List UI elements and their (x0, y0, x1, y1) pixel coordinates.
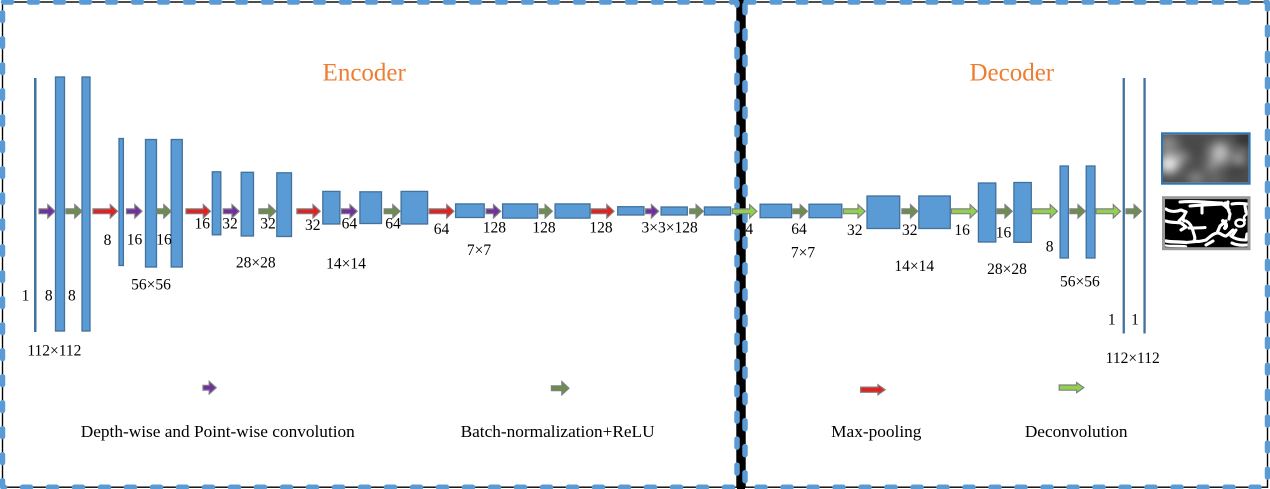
svg-text:16: 16 (195, 216, 211, 233)
svg-text:8: 8 (104, 232, 112, 249)
svg-text:32: 32 (260, 216, 276, 233)
svg-text:56×56: 56×56 (131, 277, 171, 294)
svg-text:16: 16 (996, 225, 1012, 242)
svg-text:128: 128 (589, 220, 613, 237)
svg-text:64: 64 (385, 216, 401, 233)
svg-text:Max-pooling: Max-pooling (831, 422, 922, 441)
svg-text:1: 1 (22, 288, 30, 305)
svg-text:8: 8 (68, 288, 76, 305)
svg-text:Encoder: Encoder (323, 60, 407, 87)
svg-text:32: 32 (305, 217, 321, 234)
svg-text:8: 8 (1046, 239, 1054, 256)
svg-text:56×56: 56×56 (1060, 274, 1100, 291)
svg-text:28×28: 28×28 (987, 261, 1027, 278)
svg-text:Batch-normalization+ReLU: Batch-normalization+ReLU (461, 422, 656, 441)
svg-text:112×112: 112×112 (1106, 350, 1160, 367)
svg-text:16: 16 (156, 232, 172, 249)
svg-text:Decoder: Decoder (969, 60, 1054, 87)
svg-text:64: 64 (342, 216, 358, 233)
svg-text:14×14: 14×14 (326, 256, 366, 273)
svg-text:4: 4 (745, 221, 753, 238)
svg-text:32: 32 (847, 222, 863, 239)
svg-text:128: 128 (532, 220, 556, 237)
svg-text:32: 32 (902, 222, 918, 239)
svg-text:128: 128 (483, 220, 507, 237)
svg-text:28×28: 28×28 (236, 255, 276, 272)
svg-text:8: 8 (45, 288, 53, 305)
svg-text:32: 32 (222, 216, 238, 233)
svg-text:7×7: 7×7 (467, 242, 491, 259)
svg-text:1: 1 (1131, 312, 1139, 329)
svg-text:64: 64 (791, 221, 807, 238)
svg-text:Depth-wise and Point-wise conv: Depth-wise and Point-wise convolution (81, 422, 355, 441)
svg-text:7×7: 7×7 (791, 244, 815, 261)
svg-text:64: 64 (434, 221, 450, 238)
svg-text:Deconvolution: Deconvolution (1025, 422, 1128, 441)
svg-text:16: 16 (127, 232, 143, 249)
svg-text:14×14: 14×14 (894, 258, 934, 275)
svg-text:1: 1 (1108, 312, 1116, 329)
svg-text:3×3×128: 3×3×128 (641, 219, 697, 236)
svg-text:112×112: 112×112 (27, 343, 81, 360)
svg-text:16: 16 (954, 222, 970, 239)
